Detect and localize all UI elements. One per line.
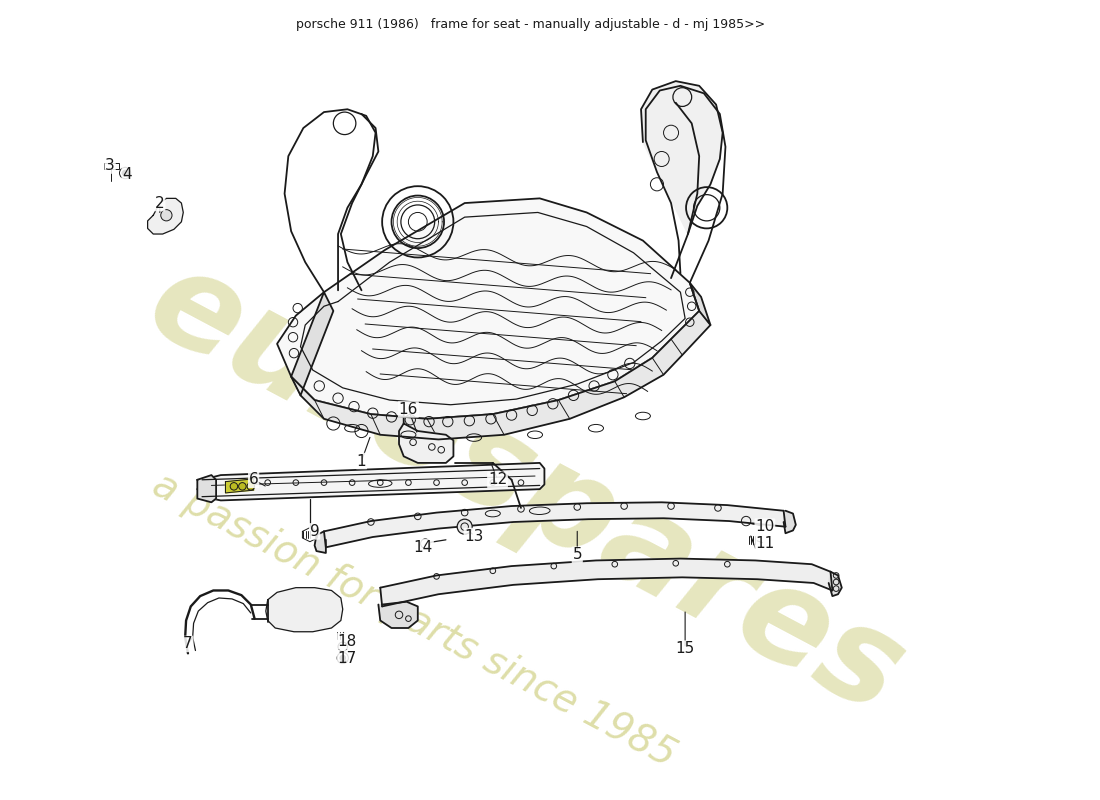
Text: 14: 14 <box>414 540 433 555</box>
Polygon shape <box>783 510 795 534</box>
Polygon shape <box>147 198 184 234</box>
Polygon shape <box>277 198 700 419</box>
Text: 6: 6 <box>249 472 258 487</box>
Polygon shape <box>302 528 318 542</box>
Polygon shape <box>641 81 723 234</box>
Text: 11: 11 <box>756 536 774 551</box>
Polygon shape <box>197 463 544 501</box>
Text: 16: 16 <box>398 402 418 417</box>
Circle shape <box>337 652 349 664</box>
Polygon shape <box>828 572 842 596</box>
Bar <box>103 162 119 170</box>
Circle shape <box>239 482 246 490</box>
Text: 18: 18 <box>338 634 358 649</box>
Polygon shape <box>315 531 326 553</box>
Polygon shape <box>197 475 216 502</box>
Text: 12: 12 <box>488 472 507 487</box>
Text: 4: 4 <box>122 167 132 182</box>
Circle shape <box>230 482 238 490</box>
Circle shape <box>248 482 254 490</box>
Polygon shape <box>324 502 785 547</box>
Polygon shape <box>266 588 343 632</box>
Circle shape <box>122 170 128 176</box>
Text: 17: 17 <box>338 650 358 666</box>
Circle shape <box>338 642 348 651</box>
Polygon shape <box>378 602 418 628</box>
Polygon shape <box>399 414 453 463</box>
Text: porsche 911 (1986)   frame for seat - manually adjustable - d - mj 1985>>: porsche 911 (1986) frame for seat - manu… <box>296 18 764 31</box>
Polygon shape <box>381 558 833 606</box>
Text: a passion for parts since 1985: a passion for parts since 1985 <box>145 466 682 775</box>
Polygon shape <box>292 292 333 395</box>
Text: eurospares: eurospares <box>126 237 924 741</box>
Text: 7: 7 <box>183 637 192 651</box>
Text: 10: 10 <box>756 519 774 534</box>
Circle shape <box>458 519 472 534</box>
Text: 1: 1 <box>356 454 366 469</box>
Text: 9: 9 <box>310 524 319 539</box>
Polygon shape <box>292 311 711 439</box>
Polygon shape <box>690 282 711 325</box>
Polygon shape <box>226 479 254 493</box>
Circle shape <box>420 539 430 548</box>
Circle shape <box>340 655 345 661</box>
Circle shape <box>161 210 172 221</box>
Text: 13: 13 <box>464 529 484 543</box>
Text: 5: 5 <box>572 547 582 562</box>
Text: 2: 2 <box>155 195 165 210</box>
Text: 3: 3 <box>106 158 116 173</box>
Text: 15: 15 <box>675 641 695 656</box>
